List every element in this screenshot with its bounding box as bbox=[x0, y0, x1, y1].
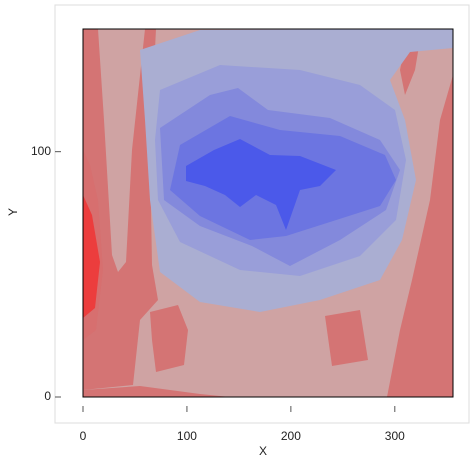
contour-region bbox=[325, 310, 368, 366]
panel-border bbox=[54, 4, 470, 424]
y-tick-label: 0 bbox=[44, 389, 51, 403]
contour-region bbox=[186, 139, 336, 230]
contour-region bbox=[387, 75, 453, 397]
x-tick-label: 200 bbox=[281, 429, 301, 443]
plot-frame bbox=[82, 28, 454, 398]
contour-region bbox=[83, 150, 103, 340]
contour-region bbox=[83, 386, 230, 397]
contour-region bbox=[150, 305, 188, 372]
x-tick-label: 0 bbox=[80, 429, 87, 443]
plot-area bbox=[83, 29, 453, 397]
y-tick-label: 100 bbox=[31, 144, 51, 158]
y-axis-label: Y bbox=[6, 208, 20, 216]
x-axis-label: X bbox=[259, 444, 267, 458]
x-tick-label: 100 bbox=[177, 429, 197, 443]
contour-region bbox=[83, 29, 158, 390]
x-tick-label: 300 bbox=[385, 429, 405, 443]
